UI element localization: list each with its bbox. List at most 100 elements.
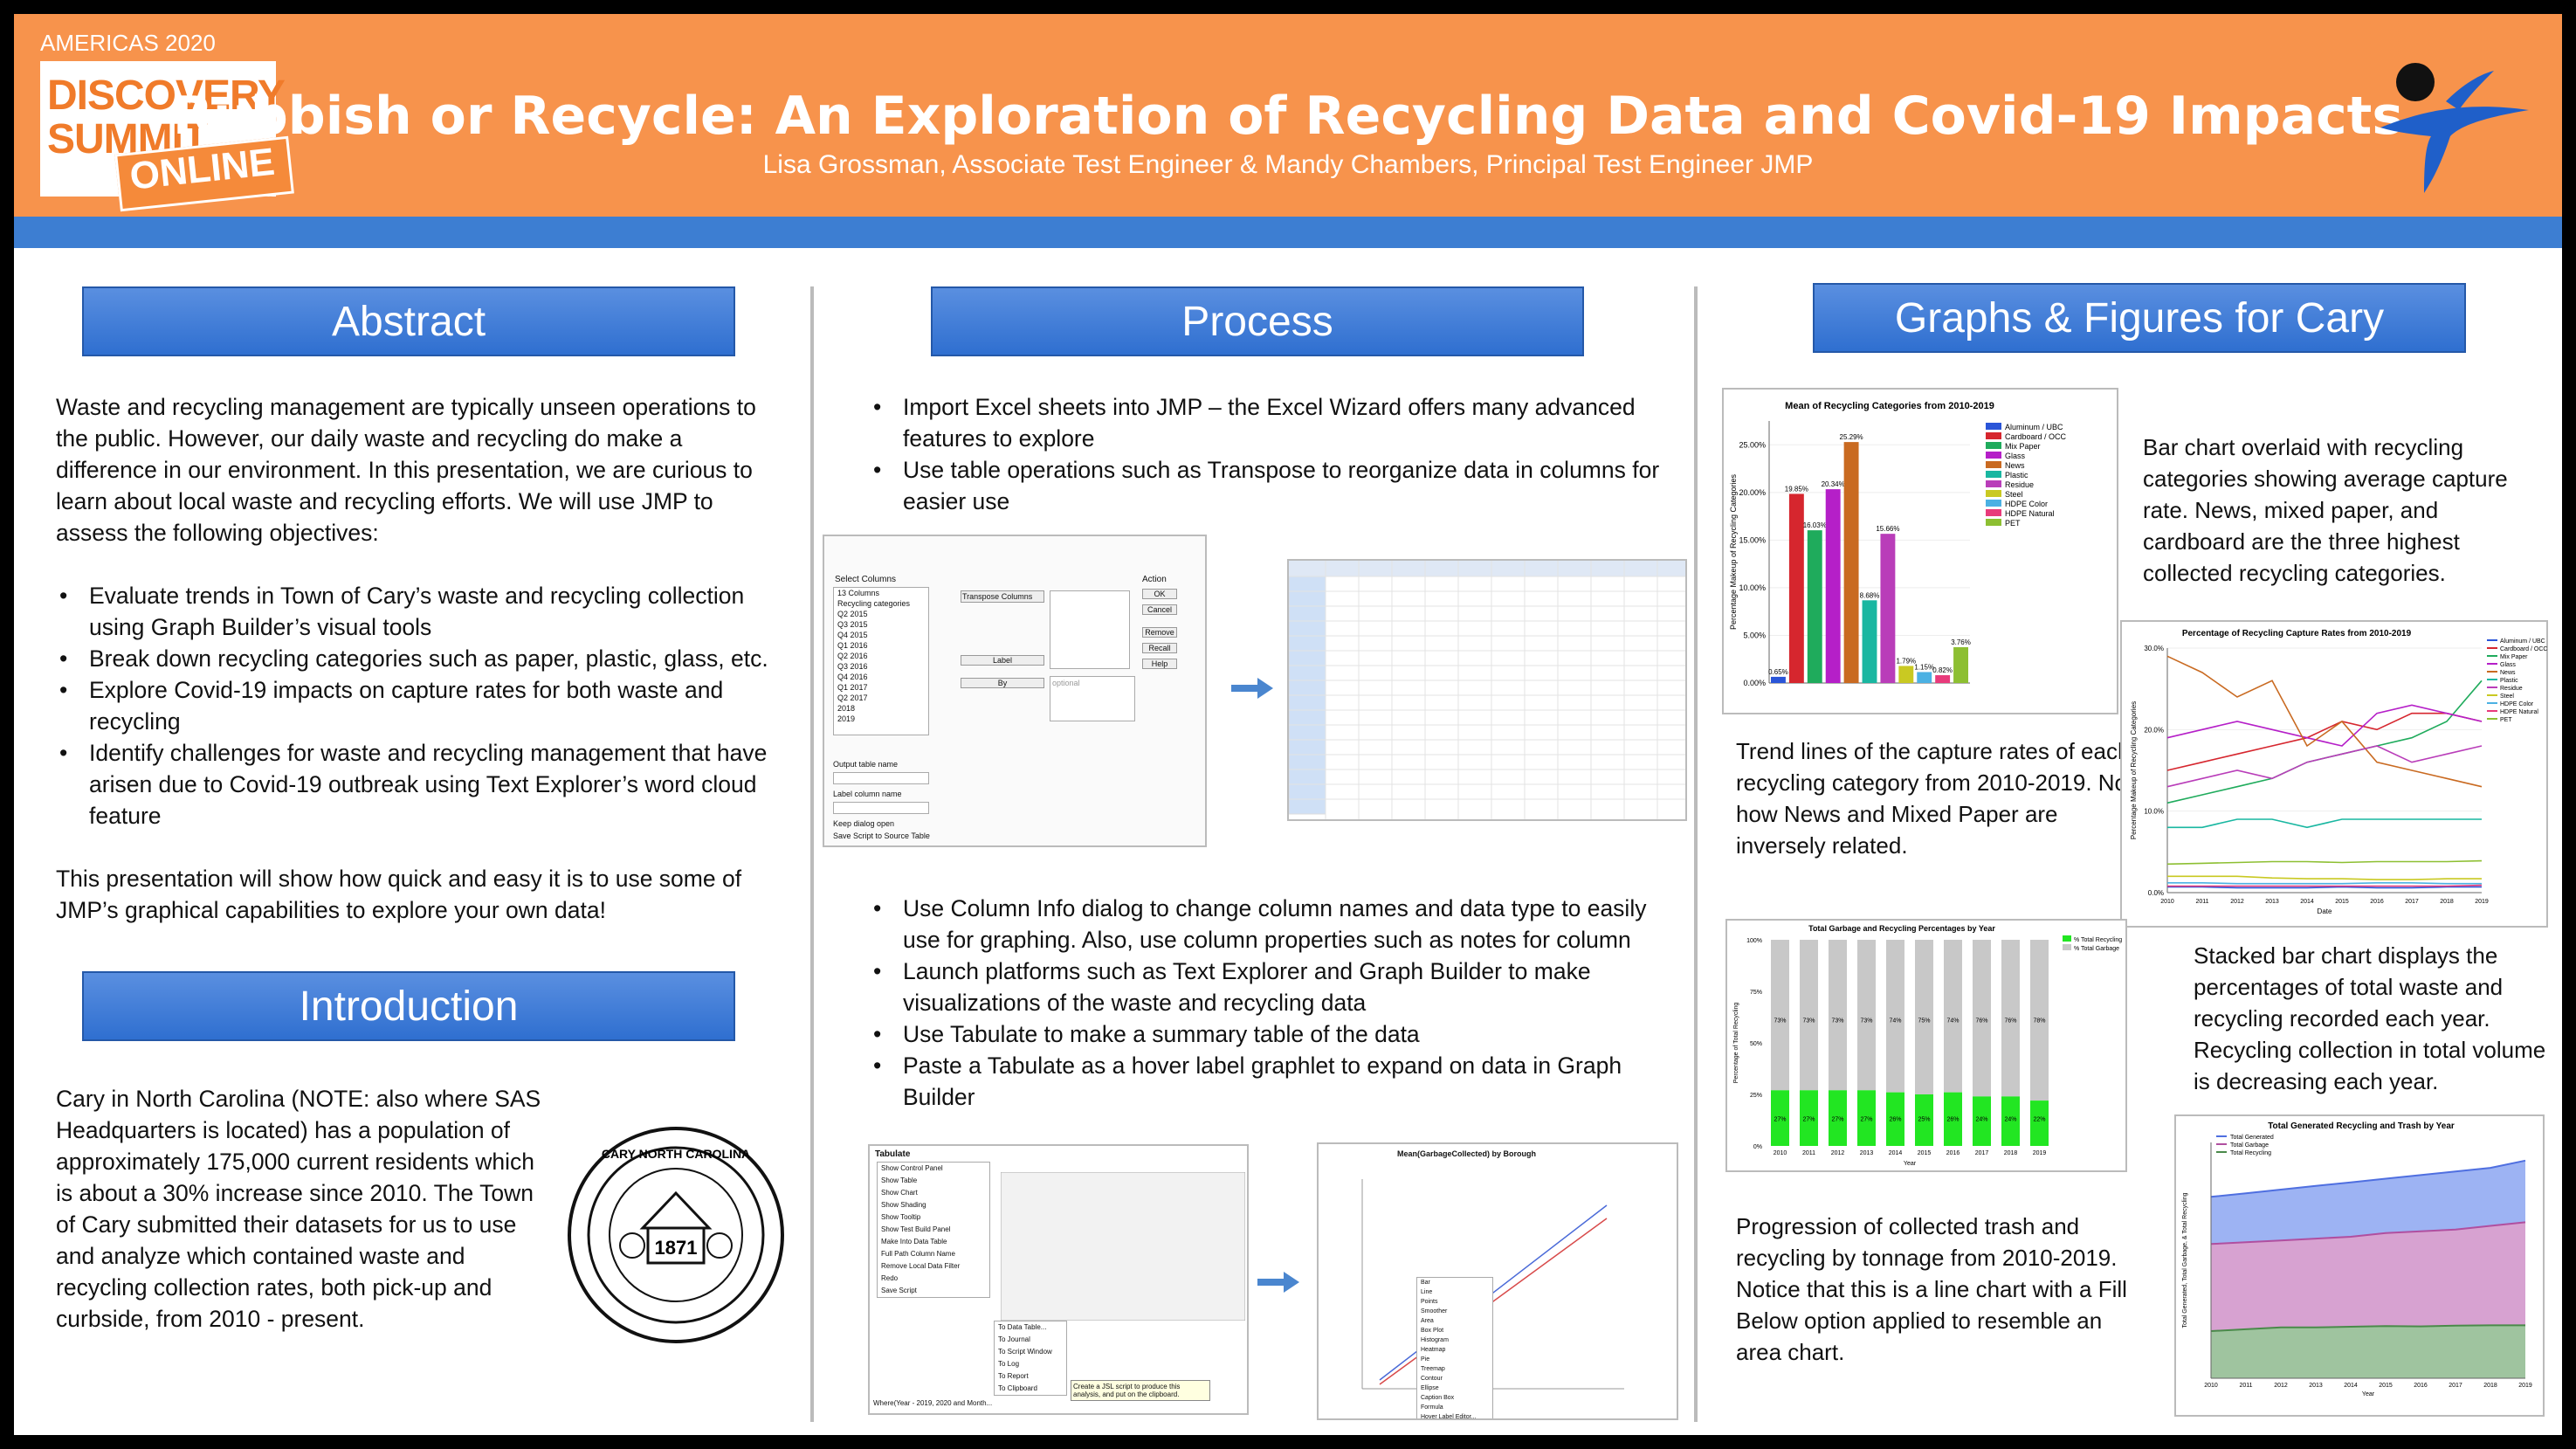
- menu-item[interactable]: Make Into Data Table: [881, 1238, 947, 1245]
- label-button[interactable]: Label: [961, 655, 1044, 666]
- legend-label: Glass: [2500, 662, 2516, 668]
- menu-item[interactable]: Remove Local Data Filter: [881, 1262, 961, 1270]
- menu-item[interactable]: Contour: [1421, 1376, 1443, 1382]
- menu-item[interactable]: Save Script: [881, 1287, 917, 1294]
- submenu-item[interactable]: To Journal: [998, 1335, 1030, 1343]
- menu-item[interactable]: Treemap: [1421, 1366, 1445, 1372]
- y-tick-label: 0%: [1753, 1144, 1762, 1150]
- tabulate-screenshot: Tabulate Show Control Panel Show Table Sho…: [868, 1144, 1249, 1415]
- by-button[interactable]: By: [961, 678, 1044, 688]
- menu-item[interactable]: Pie: [1421, 1356, 1430, 1363]
- column-list-item[interactable]: Q3 2016: [837, 662, 868, 671]
- remove-button[interactable]: Remove: [1142, 627, 1177, 638]
- keep-dialog-checkbox[interactable]: Keep dialog open: [833, 819, 895, 828]
- menu-item[interactable]: Show Tooltip: [881, 1213, 921, 1221]
- column-list-item[interactable]: 2019: [837, 714, 856, 723]
- menu-item[interactable]: Caption Box: [1421, 1395, 1455, 1401]
- y-tick-label: 25%: [1750, 1093, 1762, 1099]
- row-label-cell: [1289, 605, 1326, 622]
- menu-item[interactable]: Histogram: [1421, 1337, 1449, 1343]
- menu-item[interactable]: Full Path Column Name: [881, 1250, 955, 1258]
- recall-button[interactable]: Recall: [1142, 643, 1177, 653]
- x-tick-label: 2019: [2475, 899, 2489, 905]
- bar: [1843, 442, 1859, 683]
- x-tick-label: 2013: [1860, 1150, 1874, 1156]
- column-list-item[interactable]: Q2 2015: [837, 610, 868, 618]
- y-tick-label: 50%: [1750, 1041, 1762, 1047]
- transpose-columns-button[interactable]: Transpose Columns: [961, 590, 1044, 603]
- submenu-item[interactable]: To Log: [998, 1360, 1020, 1368]
- abstract-heading: Abstract: [82, 286, 735, 356]
- column-list-item[interactable]: Q4 2015: [837, 631, 868, 639]
- menu-item[interactable]: Ellipse: [1421, 1385, 1439, 1391]
- menu-item[interactable]: Redo: [881, 1274, 899, 1282]
- x-tick-label: 2010: [2204, 1383, 2218, 1389]
- ok-button[interactable]: OK: [1142, 589, 1177, 599]
- column-list-item[interactable]: 2018: [837, 704, 856, 713]
- legend-label: Steel: [2005, 490, 2023, 499]
- submenu-item[interactable]: To Report: [998, 1372, 1029, 1380]
- label-column-label: Label column name: [833, 790, 902, 798]
- output-table-field[interactable]: [833, 772, 929, 784]
- x-tick-label: 2018: [2440, 899, 2454, 905]
- menu-item[interactable]: Show Chart: [881, 1189, 918, 1197]
- series-line: [2210, 1221, 2526, 1245]
- legend-label: HDPE Color: [2005, 500, 2048, 508]
- bar-garbage: [1800, 940, 1818, 1091]
- column-list-item[interactable]: Q1 2017: [837, 683, 868, 692]
- menu-item[interactable]: Show Test Build Panel: [881, 1225, 951, 1233]
- y-axis-label: Percentage Makeup of Recycling Categorie…: [2130, 701, 2138, 839]
- save-script-checkbox[interactable]: Save Script to Source Table: [833, 831, 930, 840]
- menu-item[interactable]: Bar: [1421, 1280, 1430, 1286]
- optional-field[interactable]: optional: [1050, 676, 1135, 721]
- menu-item[interactable]: Show Shading: [881, 1201, 926, 1209]
- data-label: 76%: [1975, 1018, 1987, 1024]
- submenu-item[interactable]: To Script Window: [998, 1348, 1052, 1356]
- column-list-item[interactable]: Q2 2016: [837, 652, 868, 660]
- introduction-heading: Introduction: [82, 971, 735, 1041]
- legend-label: Mix Paper: [2500, 654, 2528, 660]
- menu-item[interactable]: Box Plot: [1421, 1328, 1444, 1334]
- column-list-item[interactable]: Recycling categories: [837, 599, 911, 608]
- transposed-table-screenshot: [1287, 559, 1687, 821]
- x-tick-label: 2010: [1774, 1150, 1787, 1156]
- submenu-item[interactable]: To Data Table...: [998, 1323, 1047, 1331]
- column-list-item[interactable]: Q2 2017: [837, 693, 868, 702]
- bar-recycling: [1944, 1092, 1962, 1146]
- menu-item[interactable]: Hover Label Editor...: [1421, 1414, 1477, 1420]
- column-list-item[interactable]: 13 Columns: [837, 589, 880, 597]
- menu-item[interactable]: Show Table: [881, 1176, 918, 1184]
- column-list-item[interactable]: Q1 2016: [837, 641, 868, 650]
- column-list-item[interactable]: Q4 2016: [837, 673, 868, 681]
- menu-item[interactable]: Formula: [1421, 1404, 1443, 1411]
- bar: [1788, 493, 1804, 683]
- data-label: 25%: [1918, 1117, 1930, 1123]
- x-tick-label: 2015: [1918, 1150, 1932, 1156]
- submenu-item[interactable]: To Clipboard: [998, 1384, 1037, 1392]
- menu-item[interactable]: Points: [1421, 1299, 1438, 1305]
- menu-item[interactable]: Show Control Panel: [881, 1164, 943, 1172]
- data-label: 26%: [1889, 1117, 1901, 1123]
- table-header-row: [1289, 561, 1685, 576]
- poster-title: Rubbish or Recycle: An Exploration of Re…: [172, 86, 2404, 147]
- series-line: [2166, 712, 2483, 771]
- menu-item[interactable]: Smoother: [1421, 1308, 1448, 1314]
- legend-swatch: [1986, 432, 2001, 439]
- bar-recycling: [1886, 1092, 1904, 1146]
- column-list-item[interactable]: Q3 2015: [837, 620, 868, 629]
- objective-item: Identify challenges for waste and recycl…: [56, 737, 789, 831]
- bar: [1771, 676, 1786, 683]
- menu-item[interactable]: Heatmap: [1421, 1347, 1446, 1353]
- legend-label: Total Generated: [2230, 1135, 2274, 1141]
- y-tick-label: 5.00%: [1743, 631, 1766, 639]
- help-button[interactable]: Help: [1142, 659, 1177, 669]
- label-column-field[interactable]: [833, 802, 929, 814]
- data-label: 73%: [1802, 1018, 1815, 1024]
- cancel-button[interactable]: Cancel: [1142, 604, 1177, 615]
- x-tick-label: 2015: [2335, 899, 2349, 905]
- y-axis-label: Percentage Makeup of Recycling Categorie…: [1729, 473, 1738, 630]
- x-tick-label: 2017: [2405, 899, 2419, 905]
- menu-item[interactable]: Line: [1421, 1289, 1433, 1295]
- menu-item[interactable]: Area: [1421, 1318, 1434, 1324]
- x-tick-label: 2017: [2449, 1383, 2462, 1389]
